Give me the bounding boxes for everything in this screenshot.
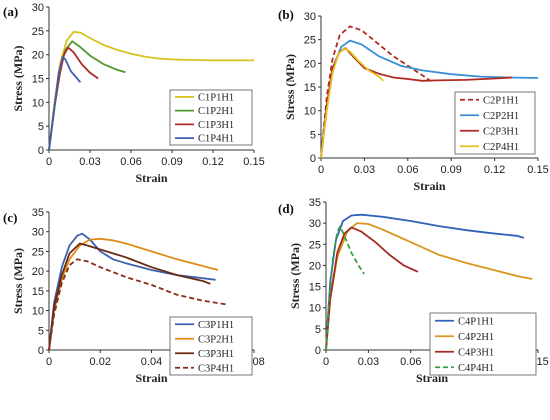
legend-label: C4P3H1 bbox=[458, 347, 494, 358]
y-tick-label: 0 bbox=[315, 345, 321, 357]
legend: C4P1H1 C4P2H1 C4P3H1 C4P4H1 bbox=[429, 312, 537, 376]
legend-label: C1P2H1 bbox=[198, 106, 234, 117]
x-axis-title: Strain bbox=[413, 179, 445, 193]
panel-label: (b) bbox=[278, 7, 294, 22]
y-axis-title: Stress (MPa) bbox=[11, 45, 25, 111]
x-tick-label: 0 bbox=[318, 164, 324, 176]
x-tick-label: 0 bbox=[46, 356, 52, 368]
legend-label: C3P1H1 bbox=[198, 320, 234, 331]
legend-label: C4P1H1 bbox=[458, 316, 494, 327]
x-tick-label: 0.15 bbox=[243, 156, 264, 168]
y-tick-label: 30 bbox=[304, 11, 316, 23]
x-tick-label: 0.04 bbox=[141, 356, 162, 368]
series-line-c3p4h1 bbox=[48, 258, 229, 351]
legend-box bbox=[169, 89, 253, 146]
legend-label: C2P2H1 bbox=[483, 111, 519, 122]
x-tick-label: 0.12 bbox=[484, 164, 505, 176]
x-tick-label: 0.03 bbox=[354, 164, 375, 176]
chart-panel-4: 0510152025303500.030.060.090.120.15Strai… bbox=[278, 197, 549, 385]
panel-label: (a) bbox=[3, 4, 18, 19]
legend-label: C4P4H1 bbox=[458, 363, 494, 374]
legend-label: C1P3H1 bbox=[198, 120, 234, 131]
series-line-c2p1h1 bbox=[320, 25, 432, 159]
x-tick-label: 0.06 bbox=[397, 164, 418, 176]
y-tick-label: 0 bbox=[310, 153, 316, 165]
x-axis-title: Strain bbox=[135, 371, 167, 385]
y-tick-label: 10 bbox=[309, 303, 321, 315]
y-tick-label: 10 bbox=[304, 106, 316, 118]
legend-label: C2P1H1 bbox=[483, 95, 519, 106]
legend-box bbox=[429, 312, 537, 376]
y-tick-label: 25 bbox=[32, 246, 44, 258]
y-tick-label: 15 bbox=[304, 82, 316, 94]
x-tick-label: 0 bbox=[46, 156, 52, 168]
y-tick-label: 5 bbox=[310, 129, 316, 141]
y-tick-label: 10 bbox=[32, 306, 44, 318]
legend-box bbox=[169, 316, 253, 376]
y-tick-label: 25 bbox=[304, 35, 316, 47]
y-tick-label: 30 bbox=[32, 2, 44, 14]
x-tick-label: 0.06 bbox=[400, 356, 421, 368]
legend-label: C3P3H1 bbox=[198, 349, 234, 360]
legend-label: C1P4H1 bbox=[198, 134, 234, 145]
series-line-c1p4h1 bbox=[48, 56, 82, 151]
chart-panel-3: 0510152025303500.020.040.060.08StrainStr… bbox=[3, 207, 265, 385]
legend: C3P1H1 C3P2H1 C3P3H1 C3P4H1 bbox=[169, 316, 253, 376]
y-tick-label: 35 bbox=[32, 207, 44, 219]
series-line-c2p4h1 bbox=[320, 47, 384, 159]
x-tick-label: 0.12 bbox=[202, 156, 223, 168]
y-tick-label: 35 bbox=[309, 197, 321, 209]
y-tick-label: 0 bbox=[38, 145, 44, 157]
legend-box bbox=[454, 91, 536, 155]
y-tick-label: 5 bbox=[315, 324, 321, 336]
series-line-c4p1h1 bbox=[325, 213, 525, 351]
x-tick-label: 0 bbox=[323, 356, 329, 368]
y-tick-label: 30 bbox=[32, 227, 44, 239]
series-line-c1p1h1 bbox=[48, 30, 254, 151]
y-tick-label: 5 bbox=[38, 325, 44, 337]
legend: C2P1H1 C2P2H1 C2P3H1 C2P4H1 bbox=[454, 91, 536, 155]
y-tick-label: 25 bbox=[32, 26, 44, 38]
x-tick-label: 0.03 bbox=[358, 356, 379, 368]
y-tick-label: 20 bbox=[32, 266, 44, 278]
series-line-c3p2h1 bbox=[48, 237, 219, 351]
legend-label: C3P4H1 bbox=[198, 363, 234, 374]
chart-panel-1: 0 5 10 15 20 25 30 0 0.03 0.06 0.09 0.12 0.15 Strain S… bbox=[3, 2, 265, 185]
panel-label: (d) bbox=[278, 201, 294, 216]
x-tick-label: 0.09 bbox=[161, 156, 182, 168]
legend-label: C3P2H1 bbox=[198, 334, 234, 345]
x-tick-label: 0.09 bbox=[440, 164, 461, 176]
y-tick-label: 25 bbox=[309, 239, 321, 251]
y-tick-label: 20 bbox=[32, 50, 44, 62]
x-tick-label: 0.03 bbox=[79, 156, 100, 168]
y-tick-label: 15 bbox=[309, 282, 321, 294]
legend-label: C4P2H1 bbox=[458, 332, 494, 343]
series-line-c4p4h1 bbox=[325, 225, 365, 351]
y-tick-label: 15 bbox=[32, 74, 44, 86]
series-line-c4p3h1 bbox=[325, 226, 419, 351]
y-tick-label: 5 bbox=[38, 121, 44, 133]
panel-label: (c) bbox=[3, 210, 17, 225]
y-tick-label: 30 bbox=[309, 218, 321, 230]
y-tick-label: 20 bbox=[304, 58, 316, 70]
y-axis-title: Stress (MPa) bbox=[283, 54, 297, 120]
y-tick-label: 20 bbox=[309, 260, 321, 272]
y-axis-title: Stress (MPa) bbox=[288, 243, 302, 309]
legend-label: C2P3H1 bbox=[483, 126, 519, 137]
x-axis-title: Strain bbox=[135, 171, 167, 185]
y-axis-title: Stress (MPa) bbox=[11, 248, 25, 314]
legend: C1P1H1 C1P2H1 C1P3H1 C1P4H1 bbox=[169, 89, 253, 146]
y-tick-label: 0 bbox=[38, 345, 44, 357]
chart-panel-2: 0 5 10 15 20 25 30 0 0.03 0.06 0.09 0.12 0.15 Strain S… bbox=[278, 7, 549, 193]
y-tick-label: 10 bbox=[32, 97, 44, 109]
series-line-c1p2h1 bbox=[48, 40, 126, 151]
x-tick-label: 0.02 bbox=[90, 356, 111, 368]
y-tick-label: 15 bbox=[32, 286, 44, 298]
series-line-c3p3h1 bbox=[48, 242, 211, 351]
x-tick-label: 0.06 bbox=[120, 156, 141, 168]
x-tick-label: 0.15 bbox=[527, 164, 548, 176]
legend-label: C1P1H1 bbox=[198, 92, 234, 103]
legend-label: C2P4H1 bbox=[483, 142, 519, 153]
